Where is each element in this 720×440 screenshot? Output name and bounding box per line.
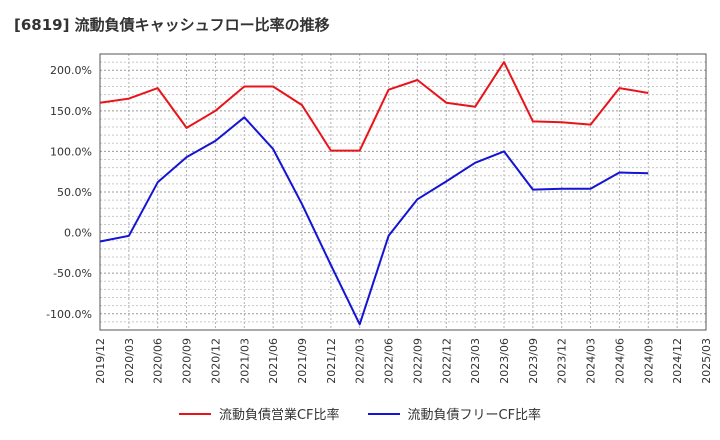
x-tick-label: 2022/09 <box>411 338 424 384</box>
x-tick-label: 2021/09 <box>296 338 309 384</box>
x-tick-label: 2024/09 <box>642 338 655 384</box>
x-tick-label: 2023/06 <box>498 338 511 384</box>
x-tick-label: 2022/12 <box>440 338 453 384</box>
x-tick-label: 2023/12 <box>556 338 569 384</box>
series-line-free-cf <box>99 116 649 326</box>
legend-swatch-operating-cf <box>178 412 211 415</box>
y-tick-label: 200.0% <box>50 64 92 77</box>
y-tick-label: 150.0% <box>50 105 92 118</box>
x-tick-label: 2020/12 <box>209 338 222 384</box>
y-tick-label: -100.0% <box>46 308 92 321</box>
y-tick-label: -50.0% <box>53 267 92 280</box>
line-chart: 200.0% 150.0% 100.0% 50.0% 0.0% -50.0% -100.0%… <box>46 53 713 384</box>
plot-area <box>100 54 706 330</box>
y-tick-label: 100.0% <box>50 145 92 158</box>
legend-item-operating-cf: 流動負債営業CF比率 <box>178 404 340 423</box>
y-tick-label: 50.0% <box>57 186 92 199</box>
x-tick-label: 2020/03 <box>123 338 136 384</box>
x-tick-label: 2022/06 <box>383 338 396 384</box>
x-tick-label: 2024/03 <box>585 338 598 384</box>
plot-frame <box>99 53 707 331</box>
x-tick-label: 2019/12 <box>94 338 107 384</box>
legend-item-free-cf: 流動負債フリーCF比率 <box>367 404 542 423</box>
y-tick-label: 0.0% <box>64 227 92 240</box>
legend: 流動負債営業CF比率 流動負債フリーCF比率 <box>0 404 720 423</box>
x-tick-label: 2024/12 <box>671 338 684 384</box>
x-tick-label: 2022/03 <box>354 338 367 384</box>
x-tick-label: 2020/09 <box>181 338 194 384</box>
x-tick-label: 2021/06 <box>267 338 280 384</box>
chart-title: [6819] 流動負債キャッシュフロー比率の推移 <box>14 16 330 34</box>
series-line-operating-cf <box>99 61 649 152</box>
x-tick-label: 2023/03 <box>469 338 482 384</box>
legend-label-free-cf: 流動負債フリーCF比率 <box>407 408 542 423</box>
x-tick-label: 2020/06 <box>152 338 165 384</box>
legend-label-operating-cf: 流動負債営業CF比率 <box>218 408 340 423</box>
x-tick-label: 2021/03 <box>238 338 251 384</box>
legend-swatch-free-cf <box>367 412 400 415</box>
x-tick-label: 2025/03 <box>700 338 713 384</box>
x-tick-label: 2023/09 <box>527 338 540 384</box>
x-tick-label: 2024/06 <box>613 338 626 384</box>
x-tick-label: 2021/12 <box>325 338 338 384</box>
